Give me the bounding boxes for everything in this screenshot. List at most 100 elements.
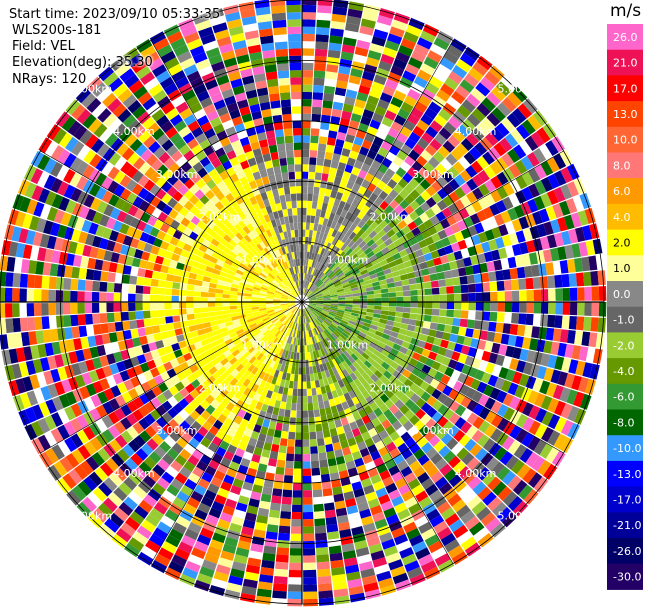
velocity-gate	[351, 198, 360, 208]
velocity-gate	[288, 424, 296, 433]
velocity-gate	[309, 300, 317, 302]
velocity-gate	[333, 176, 342, 185]
velocity-gate	[335, 315, 343, 320]
velocity-gate	[318, 597, 334, 606]
velocity-gate	[331, 229, 338, 238]
velocity-gate	[394, 502, 408, 514]
velocity-gate	[482, 206, 494, 219]
velocity-gate	[364, 262, 373, 269]
velocity-gate	[231, 454, 243, 465]
velocity-gate	[552, 328, 562, 342]
velocity-gate	[316, 296, 324, 299]
velocity-gate	[406, 166, 418, 178]
velocity-gate	[560, 167, 573, 183]
velocity-gate	[294, 374, 299, 382]
velocity-gate	[415, 361, 425, 371]
velocity-gate	[282, 357, 287, 365]
velocity-gate	[128, 293, 136, 302]
velocity-gate	[385, 425, 396, 436]
velocity-gate	[307, 291, 313, 298]
velocity-gate	[495, 157, 509, 171]
velocity-gate	[291, 395, 298, 404]
velocity-gate	[337, 215, 345, 225]
velocity-gate	[93, 270, 102, 281]
velocity-gate	[302, 367, 306, 375]
velocity-gate	[230, 485, 242, 495]
velocity-gate	[327, 531, 340, 540]
velocity-gate	[310, 351, 315, 360]
velocity-gate	[318, 583, 333, 592]
velocity-gate	[337, 295, 346, 299]
velocity-gate	[341, 148, 351, 157]
velocity-gate	[305, 315, 309, 323]
velocity-gate	[321, 202, 328, 211]
velocity-gate	[302, 19, 316, 27]
velocity-gate	[41, 316, 50, 330]
velocity-gate	[333, 280, 341, 286]
velocity-gate	[373, 29, 389, 40]
velocity-gate	[345, 22, 360, 33]
velocity-gate	[381, 361, 390, 371]
velocity-gate	[490, 302, 498, 312]
velocity-gate	[359, 508, 372, 519]
velocity-gate	[286, 4, 301, 13]
velocity-gate	[383, 268, 392, 275]
velocity-gate	[338, 433, 347, 442]
velocity-gate	[365, 491, 378, 502]
velocity-gate	[240, 592, 256, 603]
velocity-gate	[290, 321, 295, 330]
velocity-gate	[449, 260, 458, 270]
velocity-gate	[285, 402, 292, 411]
velocity-gate	[290, 351, 295, 360]
velocity-gate	[518, 313, 527, 325]
velocity-gate	[497, 291, 505, 302]
velocity-gate	[268, 398, 276, 407]
velocity-gate	[265, 531, 278, 540]
velocity-gate	[373, 225, 383, 234]
velocity-gate	[379, 259, 388, 267]
velocity-gate	[408, 236, 418, 246]
velocity-gate	[350, 242, 359, 251]
velocity-gate	[440, 339, 449, 349]
velocity-gate	[386, 365, 396, 375]
velocity-gate	[400, 431, 412, 443]
velocity-gate	[230, 568, 245, 579]
velocity-gate	[302, 215, 307, 223]
velocity-gate	[367, 411, 377, 421]
velocity-gate	[343, 453, 354, 463]
velocity-gate	[461, 293, 469, 302]
velocity-gate	[314, 63, 326, 72]
velocity-gate	[389, 199, 399, 210]
velocity-gate	[402, 420, 414, 432]
velocity-gate	[330, 296, 338, 299]
velocity-gate	[392, 224, 402, 234]
velocity-gate	[448, 425, 460, 438]
velocity-gate	[358, 169, 368, 179]
velocity-gate	[327, 283, 335, 289]
velocity-gate	[385, 552, 401, 564]
velocity-gate	[492, 481, 507, 496]
velocity-gate	[564, 373, 575, 389]
velocity-gate	[321, 310, 329, 316]
velocity-gate	[323, 258, 330, 266]
velocity-gate	[419, 381, 430, 391]
velocity-gate	[429, 215, 440, 226]
velocity-gate	[359, 302, 368, 306]
velocity-gate	[241, 585, 257, 596]
velocity-gate	[386, 255, 395, 264]
velocity-gate	[309, 366, 314, 375]
velocity-gate	[302, 504, 313, 513]
velocity-gate	[323, 277, 331, 284]
velocity-gate	[388, 489, 401, 501]
velocity-gate	[268, 383, 276, 392]
velocity-gate	[314, 238, 319, 246]
velocity-gate	[343, 557, 358, 567]
velocity-gate	[359, 295, 368, 299]
velocity-gate	[315, 246, 320, 254]
velocity-gate	[338, 345, 346, 353]
velocity-gate	[359, 305, 368, 309]
velocity-gate	[411, 227, 421, 237]
velocity-gate	[262, 419, 271, 428]
velocity-gate	[488, 321, 497, 332]
velocity-gate	[425, 126, 439, 139]
